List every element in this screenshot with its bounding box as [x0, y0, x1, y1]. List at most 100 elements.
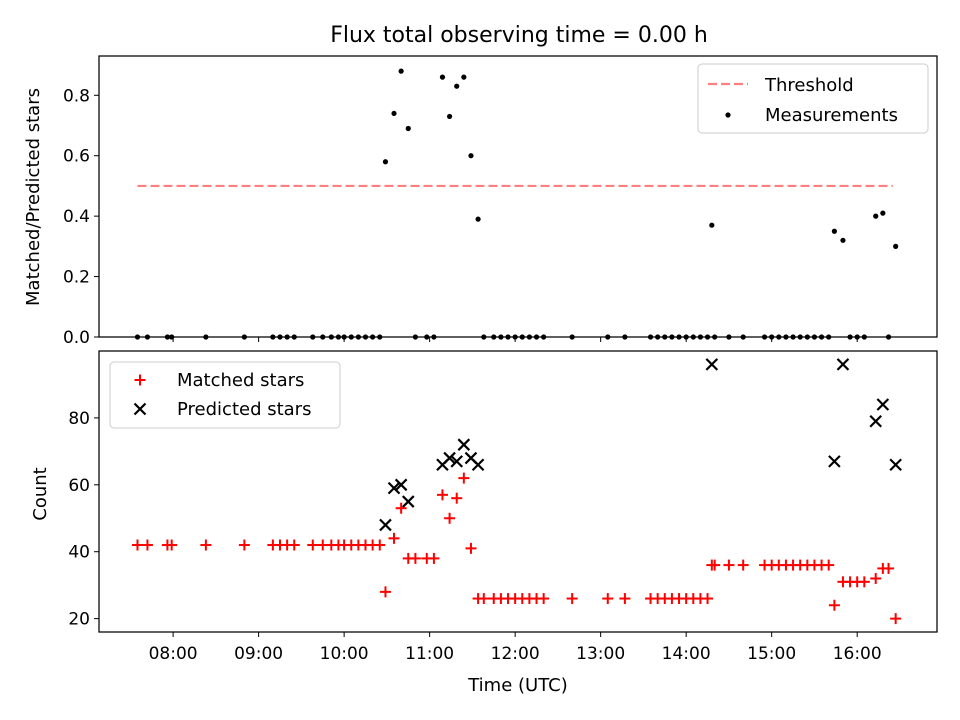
matched-star-point [566, 593, 578, 605]
matched-star-point [478, 593, 490, 605]
legend-threshold-label: Threshold [764, 75, 854, 96]
legend-x-mark-b [133, 402, 147, 416]
measurement-point [880, 210, 886, 216]
legend-plus-mark [134, 374, 146, 386]
predicted-star-point [443, 451, 456, 465]
legend-matched-swatch [134, 374, 146, 386]
predicted-star-point-b [889, 458, 902, 472]
predicted-star-point [471, 458, 485, 472]
matched-star-point [451, 492, 463, 504]
predicted-star-point-b [828, 455, 841, 468]
matched-star-point [723, 559, 735, 571]
x-tick-label: 13:00 [576, 644, 625, 664]
legend-matched-label: Matched stars [177, 370, 304, 391]
measurement-point [461, 74, 467, 80]
bottom-plot-marks [131, 358, 902, 625]
measurement-point [382, 159, 389, 165]
x-tick-label: 14:00 [662, 644, 711, 664]
top-legend: Threshold Measurements [697, 63, 929, 134]
legend-measurements-label: Measurements [765, 105, 898, 126]
matched-star-point [395, 502, 407, 514]
top-axis-ticks: 0.0 0.2 0.4 0.6 0.8 [63, 86, 858, 348]
top-axes-frame [98, 55, 938, 338]
matched-star-point [409, 552, 421, 564]
predicted-star-point-b [450, 455, 463, 468]
legend-x-mark [133, 402, 147, 416]
predicted-star-point-b [471, 458, 485, 472]
predicted-star-point [387, 481, 401, 495]
x-axis-label: Time (UTC) [467, 675, 568, 696]
predicted-star-point [876, 398, 890, 411]
matched-star-point [388, 532, 400, 544]
bottom-legend: Matched stars Predicted stars [109, 361, 341, 429]
bottom-y-axis-label: Count [30, 467, 51, 520]
predicted-star-point-b [869, 414, 882, 428]
predicted-star-point [889, 458, 902, 472]
predicted-star-point-b [394, 478, 408, 492]
top-y-tick-label: 0.0 [63, 328, 90, 348]
predicted-star-point-b [401, 495, 415, 508]
x-tick-label: 11:00 [405, 644, 454, 664]
predicted-star-point [869, 414, 882, 428]
legend-measurements-swatch [725, 112, 731, 118]
predicted-star-point-b [836, 358, 850, 371]
bottom-y-tick-label: 40 [68, 543, 90, 563]
measurement-point [446, 113, 453, 120]
matched-star-point [602, 593, 614, 605]
x-tick-label: 15:00 [747, 644, 796, 664]
measurement-point [405, 125, 411, 132]
matched-star-point [858, 576, 870, 588]
matched-star-point [709, 559, 721, 571]
matched-star-point [444, 512, 456, 524]
matched-star-point [870, 572, 882, 584]
matched-star-point [890, 613, 902, 625]
predicted-star-point-b [457, 438, 471, 451]
measurement-point [893, 243, 899, 249]
matched-star-point [828, 599, 840, 611]
matched-star-point [166, 539, 178, 551]
matched-star-point [374, 539, 386, 551]
predicted-star-point-b [379, 518, 392, 532]
predicted-star-point [457, 438, 471, 451]
measurement-point [475, 216, 481, 222]
top-y-tick-label: 0.4 [63, 207, 90, 227]
bottom-y-tick-label: 60 [68, 476, 90, 496]
matched-star-point [141, 539, 153, 551]
top-y-axis-label: Matched/Predicted stars [23, 88, 44, 306]
predicted-star-point [394, 478, 408, 492]
measurement-point [391, 110, 397, 117]
x-tick-label: 12:00 [491, 644, 540, 664]
matched-star-point [619, 593, 631, 605]
top-legend-box [697, 63, 929, 134]
x-tick-label: 08:00 [149, 644, 198, 664]
matched-star-point [538, 593, 550, 605]
predicted-star-point-b [464, 451, 478, 465]
measurement-point [709, 222, 715, 228]
measurement-point [831, 228, 837, 234]
measurement-point [468, 153, 474, 159]
x-tick-label: 09:00 [234, 644, 283, 664]
top-y-tick-label: 0.8 [63, 86, 90, 106]
matched-star-point [288, 539, 300, 551]
bottom-y-tick-label: 20 [68, 610, 90, 630]
measurement-point [873, 213, 879, 219]
matched-star-point [307, 539, 319, 551]
matched-star-point [465, 542, 477, 554]
top-y-tick-label: 0.2 [63, 268, 90, 288]
matched-star-point [379, 586, 391, 598]
matched-star-point [200, 539, 212, 551]
legend-predicted-label: Predicted stars [177, 399, 311, 420]
chart-title: Flux total observing time = 0.00 h [330, 23, 708, 48]
predicted-star-point [450, 455, 463, 468]
predicted-star-point [705, 358, 719, 371]
top-y-tick-label: 0.6 [63, 147, 90, 167]
matched-star-point [436, 489, 448, 501]
measurement-point [398, 68, 404, 74]
legend-predicted-swatch [133, 402, 147, 416]
bottom-legend-box [109, 361, 341, 429]
predicted-star-point [401, 495, 415, 508]
bottom-axes-frame [98, 350, 938, 633]
bottom-axis-ticks: 08:00 09:00 10:00 11:00 12:00 13:00 14:00 15:00… [68, 409, 881, 664]
